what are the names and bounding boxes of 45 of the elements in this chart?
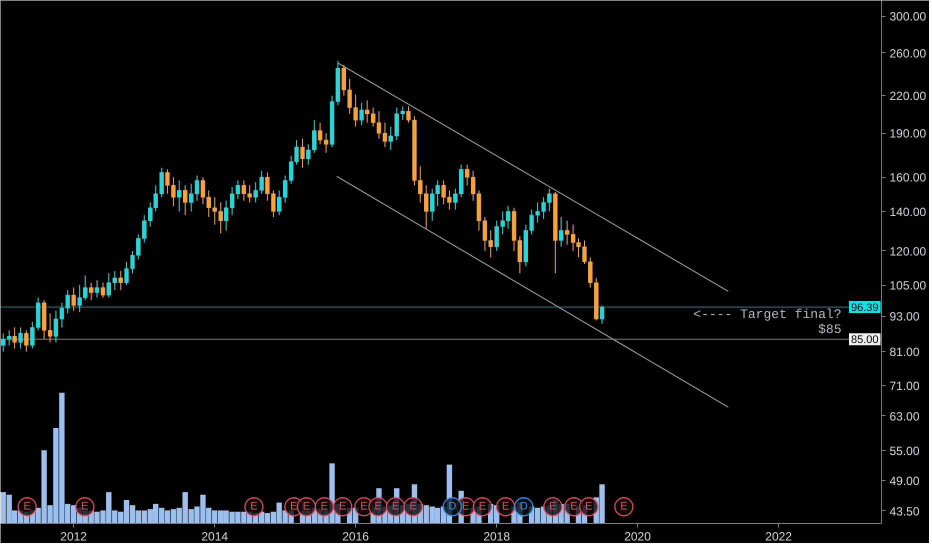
data-label: D xyxy=(448,500,456,513)
ref-line-label: 85.00 xyxy=(850,334,879,346)
y-tick-label: 160.00 xyxy=(890,170,927,185)
data-label: E xyxy=(585,500,592,513)
y-tick-label: 220.00 xyxy=(890,89,927,104)
data-label: E xyxy=(360,500,368,513)
y-tick-label: 81.00 xyxy=(890,345,920,360)
data-label: E xyxy=(409,500,417,513)
y-tick-label: 43.50 xyxy=(890,504,920,518)
data-label: E xyxy=(392,500,400,513)
y-tick-label: 55.00 xyxy=(890,444,920,458)
data-label: E xyxy=(478,500,486,513)
data-label: E xyxy=(374,500,382,513)
x-tick-label: 2014 xyxy=(201,530,228,544)
y-tick-label: 190.00 xyxy=(890,126,927,141)
annotation: $85 xyxy=(818,322,842,337)
data-label: E xyxy=(23,500,31,513)
data-label: E xyxy=(502,500,510,513)
data-label: E xyxy=(250,500,258,513)
data-label: E xyxy=(549,500,557,513)
data-label: E xyxy=(620,500,628,513)
y-tick-label: 93.00 xyxy=(890,310,920,324)
data-label: E xyxy=(570,500,578,513)
annotation: <---- Target final? xyxy=(693,307,842,322)
y-tick-label: 140.00 xyxy=(890,204,927,219)
y-tick-label: 105.00 xyxy=(890,278,927,293)
y-tick-label: 300.00 xyxy=(890,10,927,24)
y-tick-label: 71.00 xyxy=(890,378,920,393)
data-label: E xyxy=(290,500,298,513)
ref-line-label: 96.39 xyxy=(850,302,879,314)
data-label: E xyxy=(302,500,310,513)
y-tick-label: 120.00 xyxy=(890,244,927,258)
data-label: D xyxy=(520,500,528,513)
x-tick-label: 2018 xyxy=(483,530,510,544)
data-label: E xyxy=(320,500,328,513)
x-tick-label: 2016 xyxy=(342,530,370,544)
x-tick-label: 2012 xyxy=(60,530,88,544)
data-label: E xyxy=(339,500,346,513)
y-tick-label: 260.00 xyxy=(890,46,927,60)
y-tick-label: 63.00 xyxy=(890,409,920,424)
x-tick-label: 2020 xyxy=(624,530,652,544)
data-label: E xyxy=(462,500,470,513)
x-tick-label: 2022 xyxy=(765,530,792,544)
y-tick-label: 49.00 xyxy=(890,474,920,488)
data-label: E xyxy=(81,500,89,513)
